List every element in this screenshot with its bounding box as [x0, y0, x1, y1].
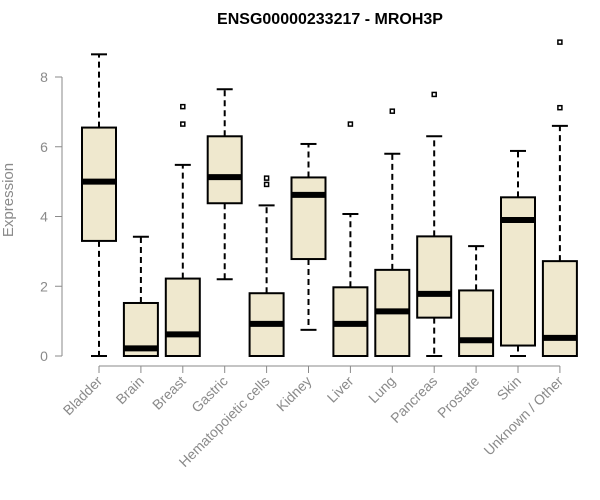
y-tick-label: 8 [40, 69, 48, 85]
iqr-box [458, 289, 495, 357]
y-tick-label: 4 [40, 209, 48, 225]
outlier-point [180, 103, 186, 110]
x-tick-label: Brain [113, 373, 147, 407]
outlier-point [347, 121, 354, 127]
y-axis-label: Expression [0, 163, 17, 237]
x-tick-label: Liver [324, 373, 357, 406]
outlier-point [389, 108, 396, 114]
outlier-point [557, 104, 563, 111]
boxes-group [81, 39, 578, 358]
x-tick-label: Lung [365, 373, 398, 406]
y-tick-label: 6 [40, 139, 48, 155]
x-tick-label: Kidney [273, 373, 315, 415]
box-6 [332, 121, 369, 358]
box-1 [122, 235, 159, 357]
outlier-point [431, 91, 437, 98]
outlier-point [557, 39, 563, 45]
box-11 [541, 39, 578, 358]
box-10 [500, 149, 536, 357]
y-tick-label: 2 [40, 278, 48, 294]
iqr-box [416, 235, 453, 319]
y-tick-label: 0 [40, 348, 48, 364]
box-2 [164, 103, 201, 358]
x-tick-label: Bladder [60, 373, 106, 419]
box-3 [206, 88, 243, 281]
box-0 [81, 53, 117, 357]
x-tick-label: Breast [149, 373, 189, 413]
x-tick-label: Pancreas [387, 373, 440, 426]
outlier-point [180, 121, 186, 127]
box-4 [248, 175, 285, 358]
iqr-box [290, 176, 327, 261]
box-8 [416, 91, 453, 357]
y-axis: 0 2 4 6 8 [40, 69, 63, 364]
x-tick-label: Prostate [434, 373, 482, 421]
iqr-box [541, 260, 578, 358]
outlier-point [263, 181, 270, 188]
box-5 [290, 142, 327, 331]
x-tick-label: Unknown / Other [480, 373, 566, 459]
x-tick-label: Skin [494, 373, 525, 404]
chart-title: ENSG00000233217 - MROH3P [217, 11, 443, 28]
box-7 [374, 108, 411, 358]
box-9 [458, 245, 495, 357]
iqr-box [206, 135, 243, 205]
iqr-box [164, 277, 201, 358]
outlier-point [263, 175, 270, 181]
